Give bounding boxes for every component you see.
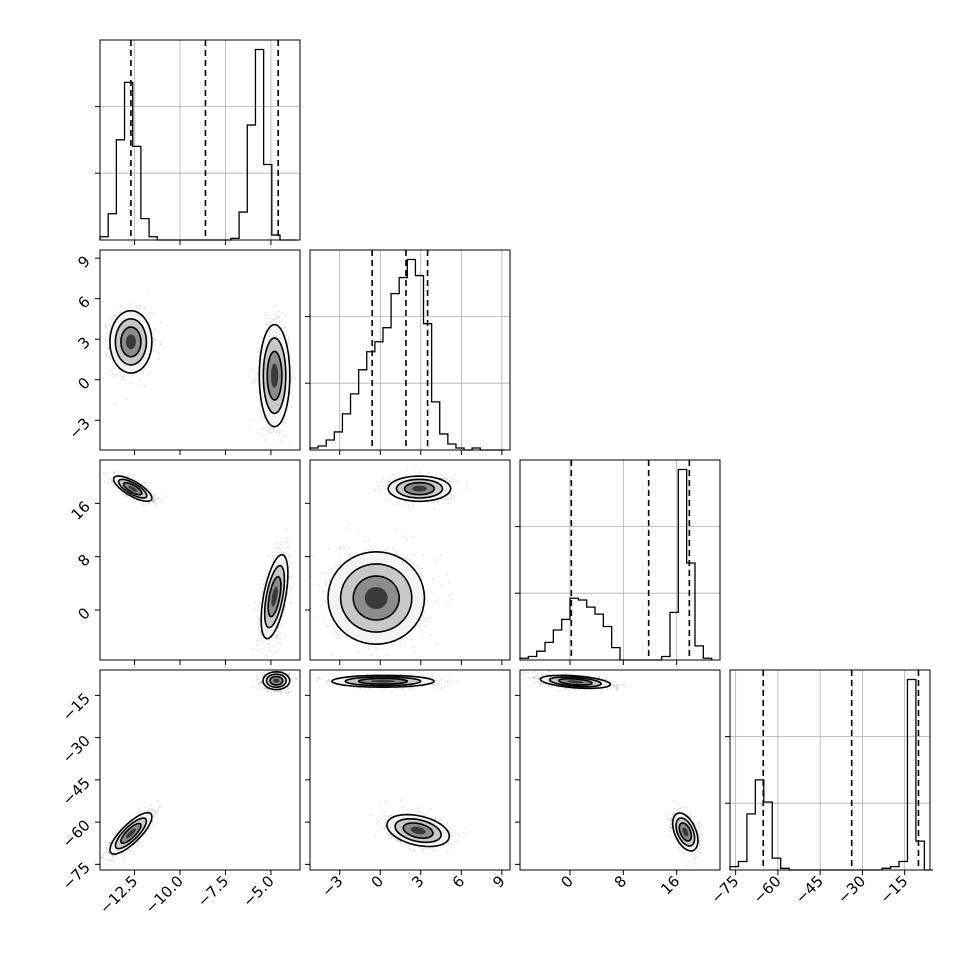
- panel-frame: [309, 249, 511, 451]
- x-tick-label: 3: [408, 872, 427, 891]
- x-tick-label: 0: [368, 872, 387, 891]
- panel-frame: [309, 459, 511, 661]
- x-tick-label: −15: [876, 872, 911, 907]
- x-tick-label: −3: [318, 872, 346, 900]
- grid: [310, 250, 510, 450]
- y-tick-label: −15: [59, 689, 94, 724]
- x-tick-label: −75: [707, 872, 742, 907]
- panel-content: [102, 471, 293, 657]
- density-contour: [271, 586, 278, 607]
- density-contour: [412, 485, 427, 492]
- panel-frame: [519, 669, 721, 871]
- y-tick-label: 3: [74, 333, 93, 352]
- y-tick-label: 0: [74, 604, 93, 623]
- scatter-panel-0-2: 0 8 16: [68, 459, 301, 665]
- y-tick-label: −3: [65, 414, 93, 442]
- grid: [520, 460, 720, 660]
- density-contour: [682, 827, 689, 837]
- histogram-steps: [519, 468, 713, 661]
- scatter-panel-0-1: −3 0 3 6 9: [65, 249, 301, 455]
- histogram-panel-3: −75 −60 −45 −30 −15: [707, 669, 933, 907]
- density-contour: [364, 587, 388, 609]
- panel-frame: [519, 459, 721, 661]
- density-contour: [370, 679, 396, 683]
- grid: [730, 670, 930, 870]
- x-tick-label: 6: [449, 872, 468, 891]
- density-contour: [567, 680, 584, 684]
- y-tick-label: −30: [59, 732, 94, 767]
- x-tick-label: −10.0: [142, 872, 187, 917]
- histogram-steps: [309, 258, 505, 451]
- panel-content: [100, 670, 299, 866]
- scatter-panel-2-3: 0 8 16: [515, 669, 721, 898]
- histogram-panel-0: [95, 39, 301, 245]
- histogram-steps: [729, 678, 933, 871]
- y-tick-label: 0: [74, 374, 93, 393]
- histogram-steps: [99, 48, 297, 241]
- y-tick-label: −60: [59, 816, 94, 851]
- density-contour: [410, 826, 426, 835]
- density-contour: [270, 363, 279, 388]
- x-tick-label: 8: [611, 872, 630, 891]
- x-tick-label: −60: [750, 872, 785, 907]
- y-tick-label: 16: [68, 497, 94, 523]
- y-tick-label: 9: [74, 252, 93, 271]
- x-tick-label: −30: [834, 872, 869, 907]
- panel-frame: [99, 459, 301, 661]
- x-tick-label: −5.0: [239, 872, 277, 910]
- panel-frame: [729, 669, 931, 871]
- y-tick-label: −45: [59, 774, 94, 809]
- x-tick-label: −7.5: [194, 872, 232, 910]
- x-tick-label: −12.5: [96, 872, 141, 917]
- y-tick-label: 6: [74, 293, 93, 312]
- panel-content: [522, 670, 704, 868]
- x-tick-label: 0: [557, 872, 576, 891]
- x-tick-label: 16: [657, 872, 683, 898]
- panel-content: [315, 672, 467, 853]
- x-tick-label: 9: [489, 872, 508, 891]
- panel-content: [310, 465, 468, 656]
- density-contour: [125, 828, 136, 839]
- density-contour: [273, 678, 280, 683]
- scatter-panel-0-3: −12.5 −10.0 −7.5 −5.0 −75 −60 −45 −30 −15: [59, 669, 301, 917]
- panel-frame: [99, 39, 301, 241]
- density-contour: [128, 485, 138, 492]
- histogram-panel-1: [305, 249, 511, 455]
- panel-frame: [309, 669, 511, 871]
- y-tick-label: −75: [59, 858, 94, 893]
- density-contour: [125, 334, 136, 350]
- y-tick-label: 8: [74, 551, 93, 570]
- grid: [100, 40, 300, 240]
- histogram-panel-2: [515, 459, 721, 665]
- panel-frame: [99, 669, 301, 871]
- panel-content: [104, 290, 299, 447]
- scatter-panel-1-3: −3 0 3 6 9: [305, 669, 511, 900]
- panel-frame: [99, 249, 301, 451]
- scatter-panel-1-2: [305, 459, 511, 665]
- x-tick-label: −45: [792, 872, 827, 907]
